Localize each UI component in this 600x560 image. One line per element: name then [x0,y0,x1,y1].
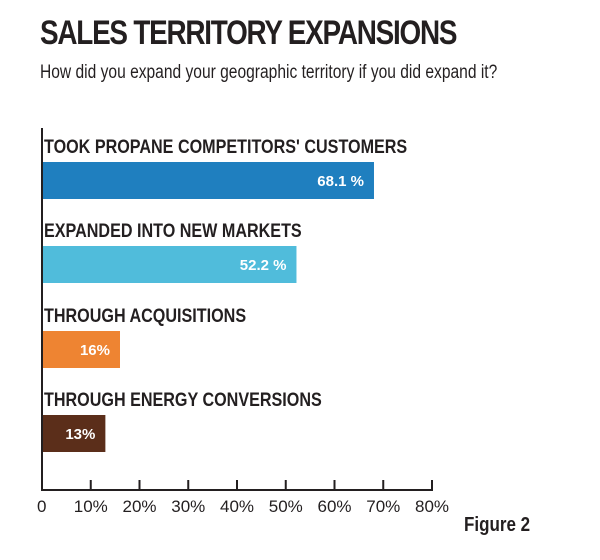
x-tick-label: 50% [269,497,303,516]
x-tick-label: 70% [366,497,400,516]
bar [42,162,374,199]
x-tick-label: 20% [122,497,156,516]
category-label: THROUGH ACQUISITIONS [44,305,246,327]
figure-label: Figure 2 [464,514,531,536]
data-label: 13% [65,426,95,443]
category-label: EXPANDED INTO NEW MARKETS [44,220,302,242]
data-label: 68.1 % [317,173,364,190]
x-tick-label: 60% [317,497,351,516]
x-tick-label: 10% [74,497,108,516]
chart-title: SALES TERRITORY EXPANSIONS [40,14,457,52]
category-label: TOOK PROPANE COMPETITORS' CUSTOMERS [44,136,407,158]
category-label: THROUGH ENERGY CONVERSIONS [44,389,322,411]
x-tick-label: 0 [37,497,46,516]
x-tick-label: 80% [415,497,449,516]
bar [42,415,106,452]
chart-subtitle: How did you expand your geographic terri… [40,62,498,83]
bar [42,331,120,368]
bar [42,246,297,283]
x-tick-label: 30% [171,497,205,516]
x-tick-label: 40% [220,497,254,516]
data-label: 52.2 % [240,257,287,274]
data-label: 16% [80,342,110,359]
